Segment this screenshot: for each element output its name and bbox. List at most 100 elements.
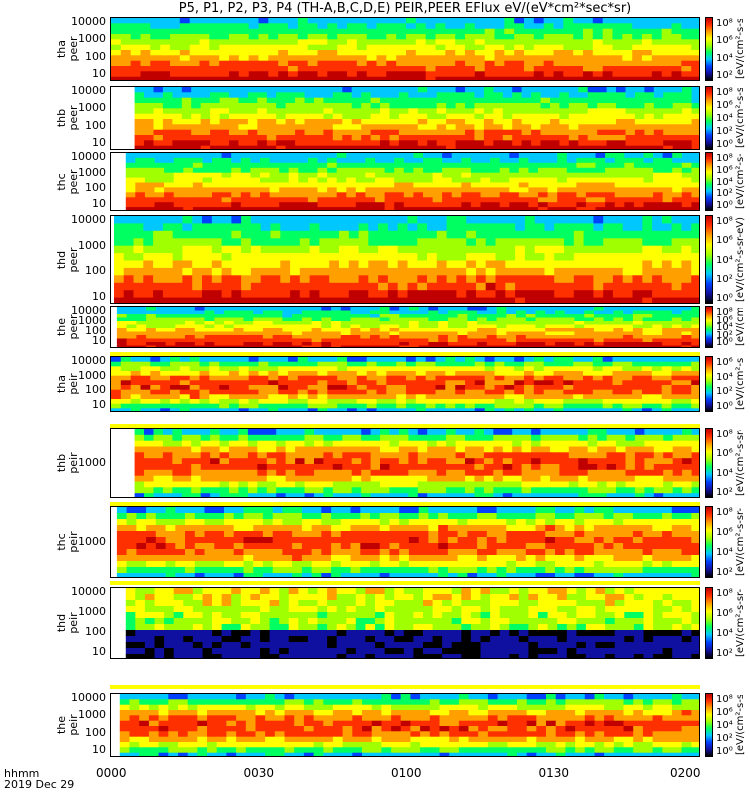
panel-2-cell [499, 157, 510, 164]
panel-5-cell [583, 399, 594, 405]
panel-5-cell [425, 366, 437, 372]
panel-5-cell [120, 399, 132, 405]
panel-3-cell [221, 216, 232, 224]
panel-0-cell [356, 34, 368, 40]
panel-0-cell [288, 44, 299, 51]
panel-5-cell [317, 357, 328, 363]
panel-1-cell [342, 135, 353, 141]
panel-1-cell [625, 108, 636, 115]
panel-2-cell [490, 167, 501, 174]
panel-5-cell [445, 366, 456, 372]
panel-5-cell [179, 375, 191, 381]
panel-2-cell [250, 162, 261, 169]
panel-4-cell [623, 317, 634, 322]
panel-6-cell [625, 429, 636, 436]
panel-0-cell [484, 23, 496, 30]
panel-4-cell [311, 324, 322, 329]
panel-4-cell [613, 342, 624, 347]
panel-6-cell [351, 446, 362, 453]
panel-1-cell [559, 92, 570, 99]
panel-5-cell [602, 399, 614, 405]
panel-0-ytick: 1000 [78, 32, 106, 46]
panel-1-cell [361, 135, 372, 141]
panel-6-cell [323, 446, 334, 453]
panel-6-cell [257, 452, 268, 459]
panel-2-cell [624, 157, 635, 164]
panel-1-cell [502, 108, 513, 115]
panel-2-cell [269, 202, 280, 208]
panel-3-cell [505, 230, 516, 239]
panel-0-cell [170, 60, 181, 67]
panel-0-cell [504, 34, 515, 40]
panel-3-cell [524, 275, 536, 284]
panel-6-cell [474, 475, 485, 483]
panel-6-cell [285, 458, 296, 465]
panel-0-cell [553, 71, 564, 78]
panel-2-cell [691, 153, 699, 159]
panel-4-cell [467, 307, 478, 312]
panel-2-cell [614, 197, 625, 203]
panel-4-cell [389, 335, 400, 340]
panel-4-cell [535, 314, 546, 319]
panel-0-cell [553, 39, 564, 46]
panel-5-cell [524, 408, 535, 411]
panel-4-cell [340, 307, 352, 312]
panel-1-cell [417, 135, 428, 141]
panel-5-cell [347, 371, 358, 377]
panel-0-cell [406, 18, 417, 24]
panel-6-cell [285, 446, 296, 453]
panel-6-cell [559, 458, 570, 465]
panel-2-cell [384, 177, 395, 184]
panel-6-cell [229, 469, 239, 477]
panel-1-cell [238, 87, 249, 93]
panel-5-cell [465, 385, 476, 391]
panel-3-cell [280, 282, 291, 291]
panel-0-cell [199, 50, 210, 56]
panel-4-cell [272, 335, 283, 340]
panel-2-cell [528, 153, 539, 159]
panel-1-cell [644, 124, 655, 131]
panel-5-cell [307, 357, 319, 363]
panel-5-cell [651, 408, 663, 411]
panel-3-cell [456, 275, 467, 284]
panel-2-cell [279, 192, 290, 198]
panel-6-cell [587, 469, 598, 477]
panel-4-cell [301, 345, 313, 347]
panel-6-cell [153, 446, 164, 453]
panel-6-cell [474, 446, 485, 453]
panel-4-cell [175, 345, 186, 347]
panel-5-cell [474, 380, 486, 386]
panel-5-cell [592, 375, 604, 381]
panel-0-cell [524, 76, 535, 80]
panel-5-cell [553, 366, 564, 372]
panel-2-cell [135, 197, 146, 203]
panel-4-cell [506, 324, 517, 329]
panel-0-cell [445, 71, 456, 78]
panel-4-cell [477, 328, 488, 333]
panel-4-cell [457, 317, 468, 322]
panel-3-cell [554, 230, 565, 239]
panel-3-cell [554, 282, 565, 291]
panel-1-cell [550, 124, 560, 131]
panel-4-cell [165, 321, 176, 326]
panel-1-cell [134, 113, 145, 120]
panel-0-cell [347, 50, 358, 56]
panel-1-cell [474, 140, 485, 147]
panel-0-cell [347, 28, 358, 35]
panel-6-cell [663, 440, 674, 448]
panel-6-cell [314, 440, 324, 448]
panel-1-cell [181, 92, 192, 99]
panel-5-cell [199, 385, 210, 391]
panel-6-cell [436, 464, 447, 471]
panel-0-cell [583, 39, 594, 46]
panel-0-cell [130, 23, 142, 30]
panel-5-cell [484, 371, 496, 377]
panel-0-cell [111, 55, 122, 62]
panel-4-cell [418, 310, 429, 315]
panel-5-cell [209, 357, 220, 363]
panel-4-cell [146, 324, 157, 329]
panel-1-cell [502, 87, 513, 93]
panel-4-cell [233, 317, 244, 322]
panel-4-cell [292, 307, 303, 312]
panel-4-cell [204, 314, 215, 319]
